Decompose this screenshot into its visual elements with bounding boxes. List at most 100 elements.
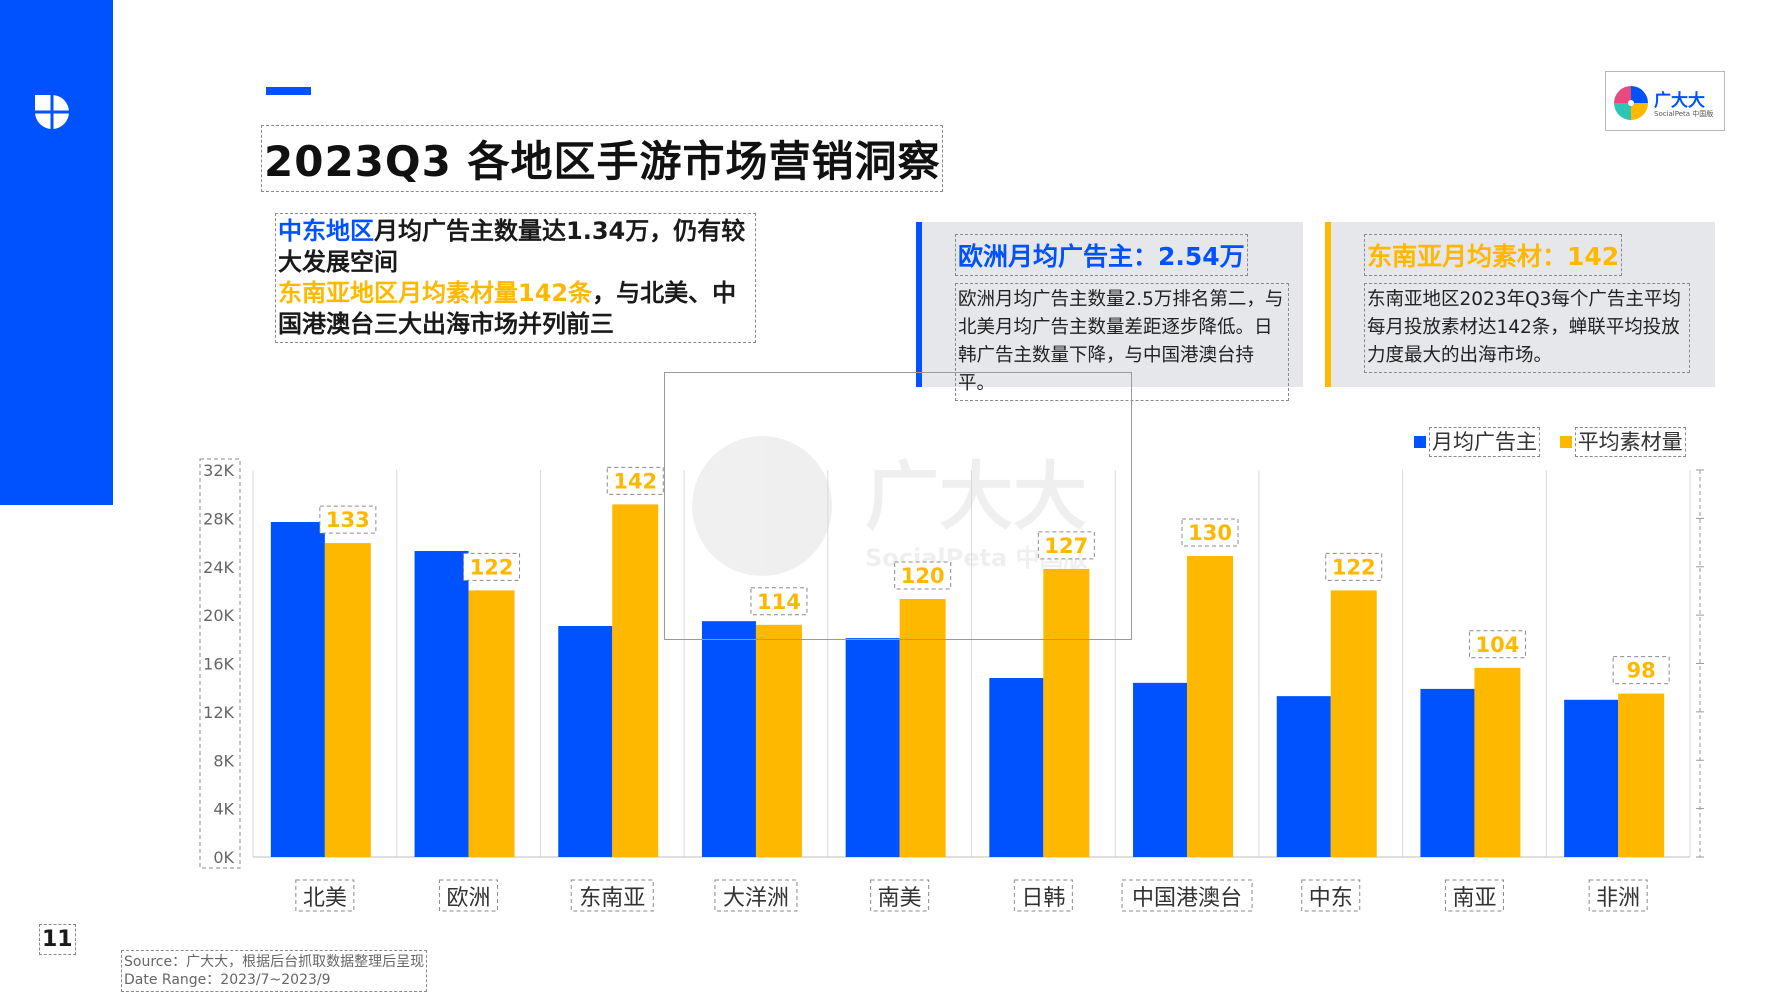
bar-creatives	[899, 599, 946, 857]
data-label: 114	[757, 590, 801, 614]
data-label: 130	[1188, 521, 1232, 545]
insight-card-southeast-asia: 东南亚月均素材：142 东南亚地区2023年Q3每个广告主平均每月投放素材达14…	[1325, 222, 1715, 387]
category-label: 南美	[878, 886, 922, 911]
y-axis-box	[199, 458, 241, 869]
y-tick-label: 28K	[203, 509, 234, 528]
brand-logo: 广大大 SocialPeta 中国版	[1605, 71, 1725, 131]
y-tick-label: 4K	[213, 800, 234, 819]
watermark: 广大大 SocialPeta 中国版	[692, 436, 1088, 576]
bar-advertisers	[701, 621, 756, 857]
legend-swatch	[1559, 436, 1572, 448]
data-label: 127	[1044, 534, 1088, 558]
bar-creatives	[1187, 556, 1234, 857]
bar-advertisers	[845, 638, 900, 857]
data-label-box	[750, 587, 808, 616]
bar-creatives	[1618, 693, 1665, 857]
card-title: 欧洲月均广告主：2.54万	[955, 234, 1248, 276]
legend-label: 平均素材量	[1574, 427, 1686, 457]
category-label-box	[1588, 879, 1648, 912]
category-label-box	[1301, 879, 1361, 912]
bar-advertisers	[1276, 696, 1331, 857]
title-accent-dash	[266, 87, 311, 95]
bar-creatives	[1474, 667, 1521, 857]
bar-advertisers	[1564, 699, 1619, 857]
y-tick-label: 0K	[213, 848, 234, 867]
category-label-box	[714, 879, 798, 912]
bar-advertisers	[1133, 682, 1188, 857]
data-label: 142	[613, 469, 657, 493]
data-label-box	[606, 466, 664, 495]
data-label: 104	[1476, 633, 1520, 657]
data-label-box	[1468, 630, 1526, 659]
card-title: 东南亚月均素材：142	[1363, 234, 1623, 276]
bar-advertisers	[414, 551, 469, 857]
bar-creatives	[468, 590, 515, 857]
category-label-box	[295, 879, 355, 912]
page-number: 11	[39, 924, 76, 955]
bar-advertisers	[558, 626, 613, 857]
data-label-box	[1037, 531, 1095, 560]
data-label-box	[319, 505, 377, 534]
brand-mark-icon	[33, 93, 71, 131]
card-body: 欧洲月均广告主数量2.5万排名第二，与北美月均广告主数量差距逐步降低。日韩广告主…	[955, 283, 1289, 401]
logo-name: 广大大	[1654, 91, 1705, 111]
category-label: 欧洲	[447, 886, 491, 911]
data-label: 133	[326, 508, 370, 532]
summary-text: 中东地区月均广告主数量达1.34万，仍有较大发展空间 东南亚地区月均素材量142…	[275, 213, 756, 343]
data-label-box	[1325, 552, 1383, 581]
category-label: 中国港澳台	[1132, 886, 1242, 911]
category-label: 非洲	[1596, 886, 1640, 911]
chart-legend: 月均广告主 平均素材量	[1414, 426, 1699, 457]
card-accent-bar	[1325, 222, 1331, 387]
category-label-box	[870, 879, 930, 912]
logo-pie-icon	[1614, 86, 1648, 120]
date-range-line: Date Range：2023/7~2023/9	[124, 972, 331, 988]
bar-advertisers	[989, 678, 1044, 857]
category-label: 大洋洲	[723, 886, 789, 911]
category-label-box	[1444, 879, 1504, 912]
data-label: 98	[1627, 659, 1656, 683]
category-label: 东南亚	[579, 886, 645, 911]
data-label: 122	[470, 555, 514, 579]
legend-swatch	[1414, 436, 1426, 448]
category-label-box	[439, 879, 499, 912]
bar-creatives	[1043, 568, 1090, 857]
card-body: 东南亚地区2023年Q3每个广告主平均每月投放素材达142条，蝉联平均投放力度最…	[1364, 283, 1690, 373]
category-label: 北美	[303, 886, 347, 911]
data-label-box	[463, 552, 521, 581]
category-label-box	[1121, 879, 1253, 912]
category-label-box	[570, 879, 654, 912]
bar-creatives	[324, 543, 371, 857]
page-title: 2023Q3 各地区手游市场营销洞察	[260, 125, 944, 192]
selection-overlay	[664, 372, 1132, 640]
left-accent-band	[0, 0, 113, 505]
data-label: 120	[901, 564, 945, 588]
y-tick-label: 20K	[203, 606, 234, 625]
category-label-box	[1013, 879, 1073, 912]
legend-item-creatives: 平均素材量	[1559, 426, 1686, 457]
insight-card-europe: 欧洲月均广告主：2.54万 欧洲月均广告主数量2.5万排名第二，与北美月均广告主…	[916, 222, 1303, 401]
summary-highlight-2: 东南亚地区月均素材量142条	[278, 279, 593, 307]
summary-rest-2: ，与北美、中国港澳台三大出海市场并列前三	[278, 279, 737, 338]
category-label: 中东	[1309, 886, 1353, 911]
source-line: Source：广大大，根据后台抓取数据整理后呈现	[124, 954, 425, 970]
y-tick-label: 24K	[203, 558, 234, 577]
y-tick-label: 32K	[203, 461, 234, 480]
y-tick-label: 8K	[213, 751, 234, 770]
logo-subtitle: SocialPeta 中国版	[1654, 110, 1714, 118]
data-label: 122	[1332, 555, 1376, 579]
card-accent-bar	[916, 222, 922, 387]
bar-creatives	[755, 624, 802, 857]
category-label: 南亚	[1452, 886, 1496, 911]
data-label-box	[1612, 656, 1670, 685]
summary-highlight-1: 中东地区	[278, 217, 374, 245]
legend-item-advertisers: 月均广告主	[1414, 426, 1540, 457]
data-label-box	[1181, 518, 1239, 547]
y-tick-label: 16K	[203, 655, 234, 674]
bar-advertisers	[1420, 688, 1475, 857]
summary-rest-1: 月均广告主数量达1.34万，仍有较大发展空间	[278, 217, 746, 276]
bar-creatives	[612, 504, 659, 857]
bar-creatives	[1330, 590, 1377, 857]
